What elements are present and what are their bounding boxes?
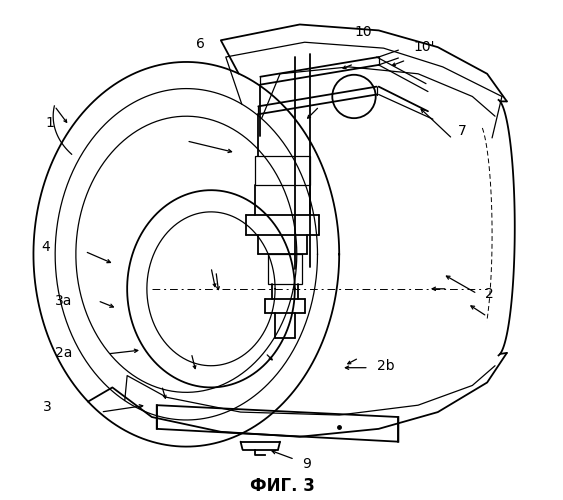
Text: 2: 2 xyxy=(485,286,494,300)
Text: 6: 6 xyxy=(196,37,205,51)
Text: 2b: 2b xyxy=(377,358,394,372)
Text: 7: 7 xyxy=(458,124,466,138)
Text: 10: 10 xyxy=(354,26,372,40)
Text: 3: 3 xyxy=(43,400,52,414)
Text: 4: 4 xyxy=(41,240,50,254)
Text: 9: 9 xyxy=(302,458,311,471)
Text: 3a: 3a xyxy=(55,294,73,308)
Text: 10': 10' xyxy=(413,40,435,54)
Text: 1: 1 xyxy=(45,116,54,130)
Text: ФИГ. 3: ФИГ. 3 xyxy=(249,477,314,495)
Text: 2a: 2a xyxy=(55,346,73,360)
